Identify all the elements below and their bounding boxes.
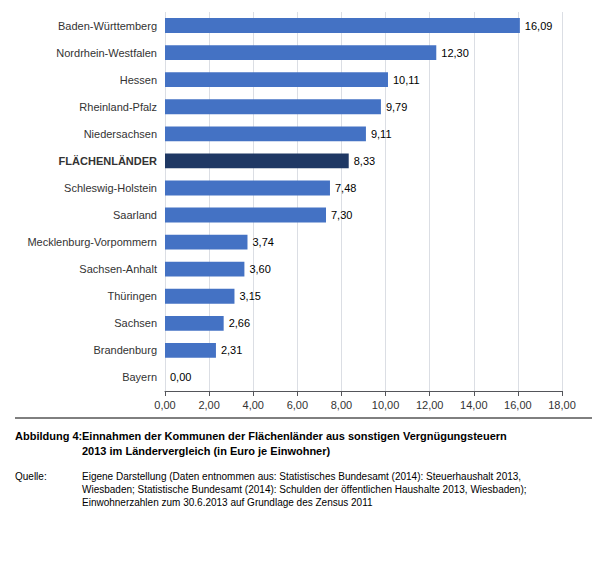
svg-text:FLÄCHENLÄNDER: FLÄCHENLÄNDER	[59, 155, 157, 167]
svg-text:Einnahmen der Kommunen der Flä: Einnahmen der Kommunen der Flächenländer…	[82, 430, 507, 442]
svg-text:Sachsen-Anhalt: Sachsen-Anhalt	[79, 263, 157, 275]
svg-text:Quelle:: Quelle:	[15, 471, 47, 482]
svg-text:12,30: 12,30	[441, 47, 469, 59]
svg-text:9,79: 9,79	[386, 101, 407, 113]
svg-text:Wiesbaden; Statistische Bundes: Wiesbaden; Statistische Bundesamt (2014)…	[82, 484, 527, 495]
svg-text:Rheinland-Pfalz: Rheinland-Pfalz	[79, 101, 157, 113]
svg-text:2,31: 2,31	[221, 344, 242, 356]
svg-text:10,11: 10,11	[393, 74, 420, 86]
svg-text:0,00: 0,00	[154, 399, 175, 411]
svg-text:16,00: 16,00	[504, 399, 532, 411]
svg-text:6,00: 6,00	[287, 399, 308, 411]
svg-text:7,30: 7,30	[331, 209, 352, 221]
svg-text:16,09: 16,09	[525, 20, 553, 32]
svg-text:Mecklenburg-Vorpommern: Mecklenburg-Vorpommern	[27, 236, 157, 248]
svg-text:14,00: 14,00	[460, 399, 488, 411]
svg-text:Schleswig-Holstein: Schleswig-Holstein	[64, 182, 157, 194]
svg-text:3,60: 3,60	[249, 263, 270, 275]
svg-text:Bayern: Bayern	[122, 371, 157, 383]
svg-text:Hessen: Hessen	[120, 74, 157, 86]
svg-text:Nordrhein-Westfalen: Nordrhein-Westfalen	[56, 47, 157, 59]
svg-text:3,74: 3,74	[252, 236, 273, 248]
svg-text:12,00: 12,00	[416, 399, 444, 411]
svg-text:0,00: 0,00	[170, 371, 191, 383]
svg-text:Niedersachsen: Niedersachsen	[84, 128, 157, 140]
svg-text:18,00: 18,00	[548, 399, 576, 411]
svg-text:Abbildung 4:: Abbildung 4:	[15, 430, 82, 442]
svg-text:Eigene Darstellung (Daten entn: Eigene Darstellung (Daten entnommen aus:…	[82, 471, 521, 482]
svg-text:7,48: 7,48	[335, 182, 356, 194]
svg-text:2013 im Ländervergleich (in Eu: 2013 im Ländervergleich (in Euro je Einw…	[82, 445, 331, 457]
svg-text:4,00: 4,00	[243, 399, 264, 411]
svg-text:8,00: 8,00	[331, 399, 352, 411]
svg-text:10,00: 10,00	[372, 399, 400, 411]
svg-text:3,15: 3,15	[239, 290, 260, 302]
svg-text:Saarland: Saarland	[113, 209, 157, 221]
svg-text:9,11: 9,11	[371, 128, 392, 140]
svg-text:Einwohnerzahlen zum 30.6.2013: Einwohnerzahlen zum 30.6.2013 auf Grundl…	[82, 497, 373, 508]
svg-text:2,66: 2,66	[229, 317, 250, 329]
svg-text:Baden-Württemberg: Baden-Württemberg	[58, 20, 157, 32]
svg-text:Sachsen: Sachsen	[114, 317, 157, 329]
svg-text:2,00: 2,00	[198, 399, 219, 411]
svg-text:Brandenburg: Brandenburg	[93, 344, 157, 356]
svg-text:Thüringen: Thüringen	[107, 290, 157, 302]
svg-text:8,33: 8,33	[354, 155, 375, 167]
